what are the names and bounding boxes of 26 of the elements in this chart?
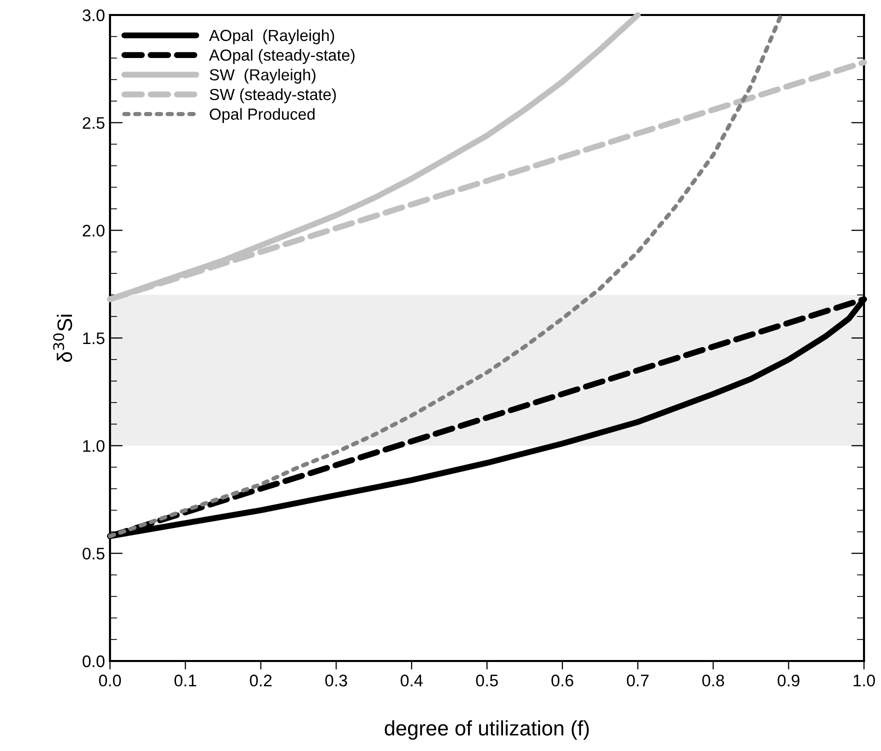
legend-label: SW (Rayleigh) <box>210 68 316 84</box>
y-tick-label: 0.0 <box>82 655 104 668</box>
legend-label: AOpal (steady-state) <box>209 49 355 64</box>
x-tick-label: 1.0 <box>854 674 875 686</box>
y-tick-label: 2.0 <box>82 224 104 237</box>
legend-label: SW (steady-state) <box>210 88 336 104</box>
y-tick-label: 1.0 <box>83 440 104 452</box>
legend-label: AOpal (Rayleigh) <box>209 29 334 44</box>
x-tick-label: 0.1 <box>174 674 196 686</box>
y-tick-label: 1.5 <box>83 332 104 344</box>
x-tick-label: 0.0 <box>99 674 121 686</box>
y-tick-label: 3.0 <box>82 9 104 22</box>
y-tick-label: 0.5 <box>82 548 104 560</box>
x-tick-label: 0.3 <box>325 674 348 686</box>
x-tick-label: 0.6 <box>551 674 574 686</box>
y-axis-title: δ$^{30}$Si <box>53 314 72 362</box>
x-tick-label: 0.2 <box>250 674 272 686</box>
x-tick-label: 0.5 <box>476 674 498 686</box>
x-axis-title: degree of utilization (f) <box>384 720 589 740</box>
x-tick-label: 0.4 <box>400 674 423 686</box>
x-tick-label: 0.9 <box>778 674 800 686</box>
x-tick-label: 0.7 <box>626 674 649 686</box>
y-tick-label: 2.5 <box>82 117 104 129</box>
x-tick-label: 0.8 <box>702 674 724 686</box>
line-series <box>108 12 784 538</box>
legend-label: Opal Produced <box>210 108 315 123</box>
